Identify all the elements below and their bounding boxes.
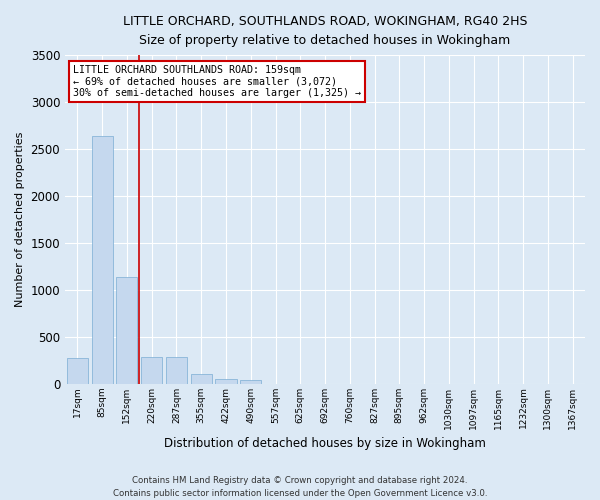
Bar	[141, 357, 162, 384]
Bar	[240, 380, 261, 384]
Bar	[166, 357, 187, 384]
Text: Contains HM Land Registry data © Crown copyright and database right 2024.
Contai: Contains HM Land Registry data © Crown c…	[113, 476, 487, 498]
Text: LITTLE ORCHARD SOUTHLANDS ROAD: 159sqm
← 69% of detached houses are smaller (3,0: LITTLE ORCHARD SOUTHLANDS ROAD: 159sqm ←…	[73, 65, 361, 98]
Bar	[116, 276, 137, 384]
Title: LITTLE ORCHARD, SOUTHLANDS ROAD, WOKINGHAM, RG40 2HS
Size of property relative t: LITTLE ORCHARD, SOUTHLANDS ROAD, WOKINGH…	[123, 15, 527, 47]
X-axis label: Distribution of detached houses by size in Wokingham: Distribution of detached houses by size …	[164, 437, 486, 450]
Bar	[215, 378, 236, 384]
Y-axis label: Number of detached properties: Number of detached properties	[15, 132, 25, 307]
Bar	[67, 358, 88, 384]
Bar	[92, 136, 113, 384]
Bar	[191, 374, 212, 384]
